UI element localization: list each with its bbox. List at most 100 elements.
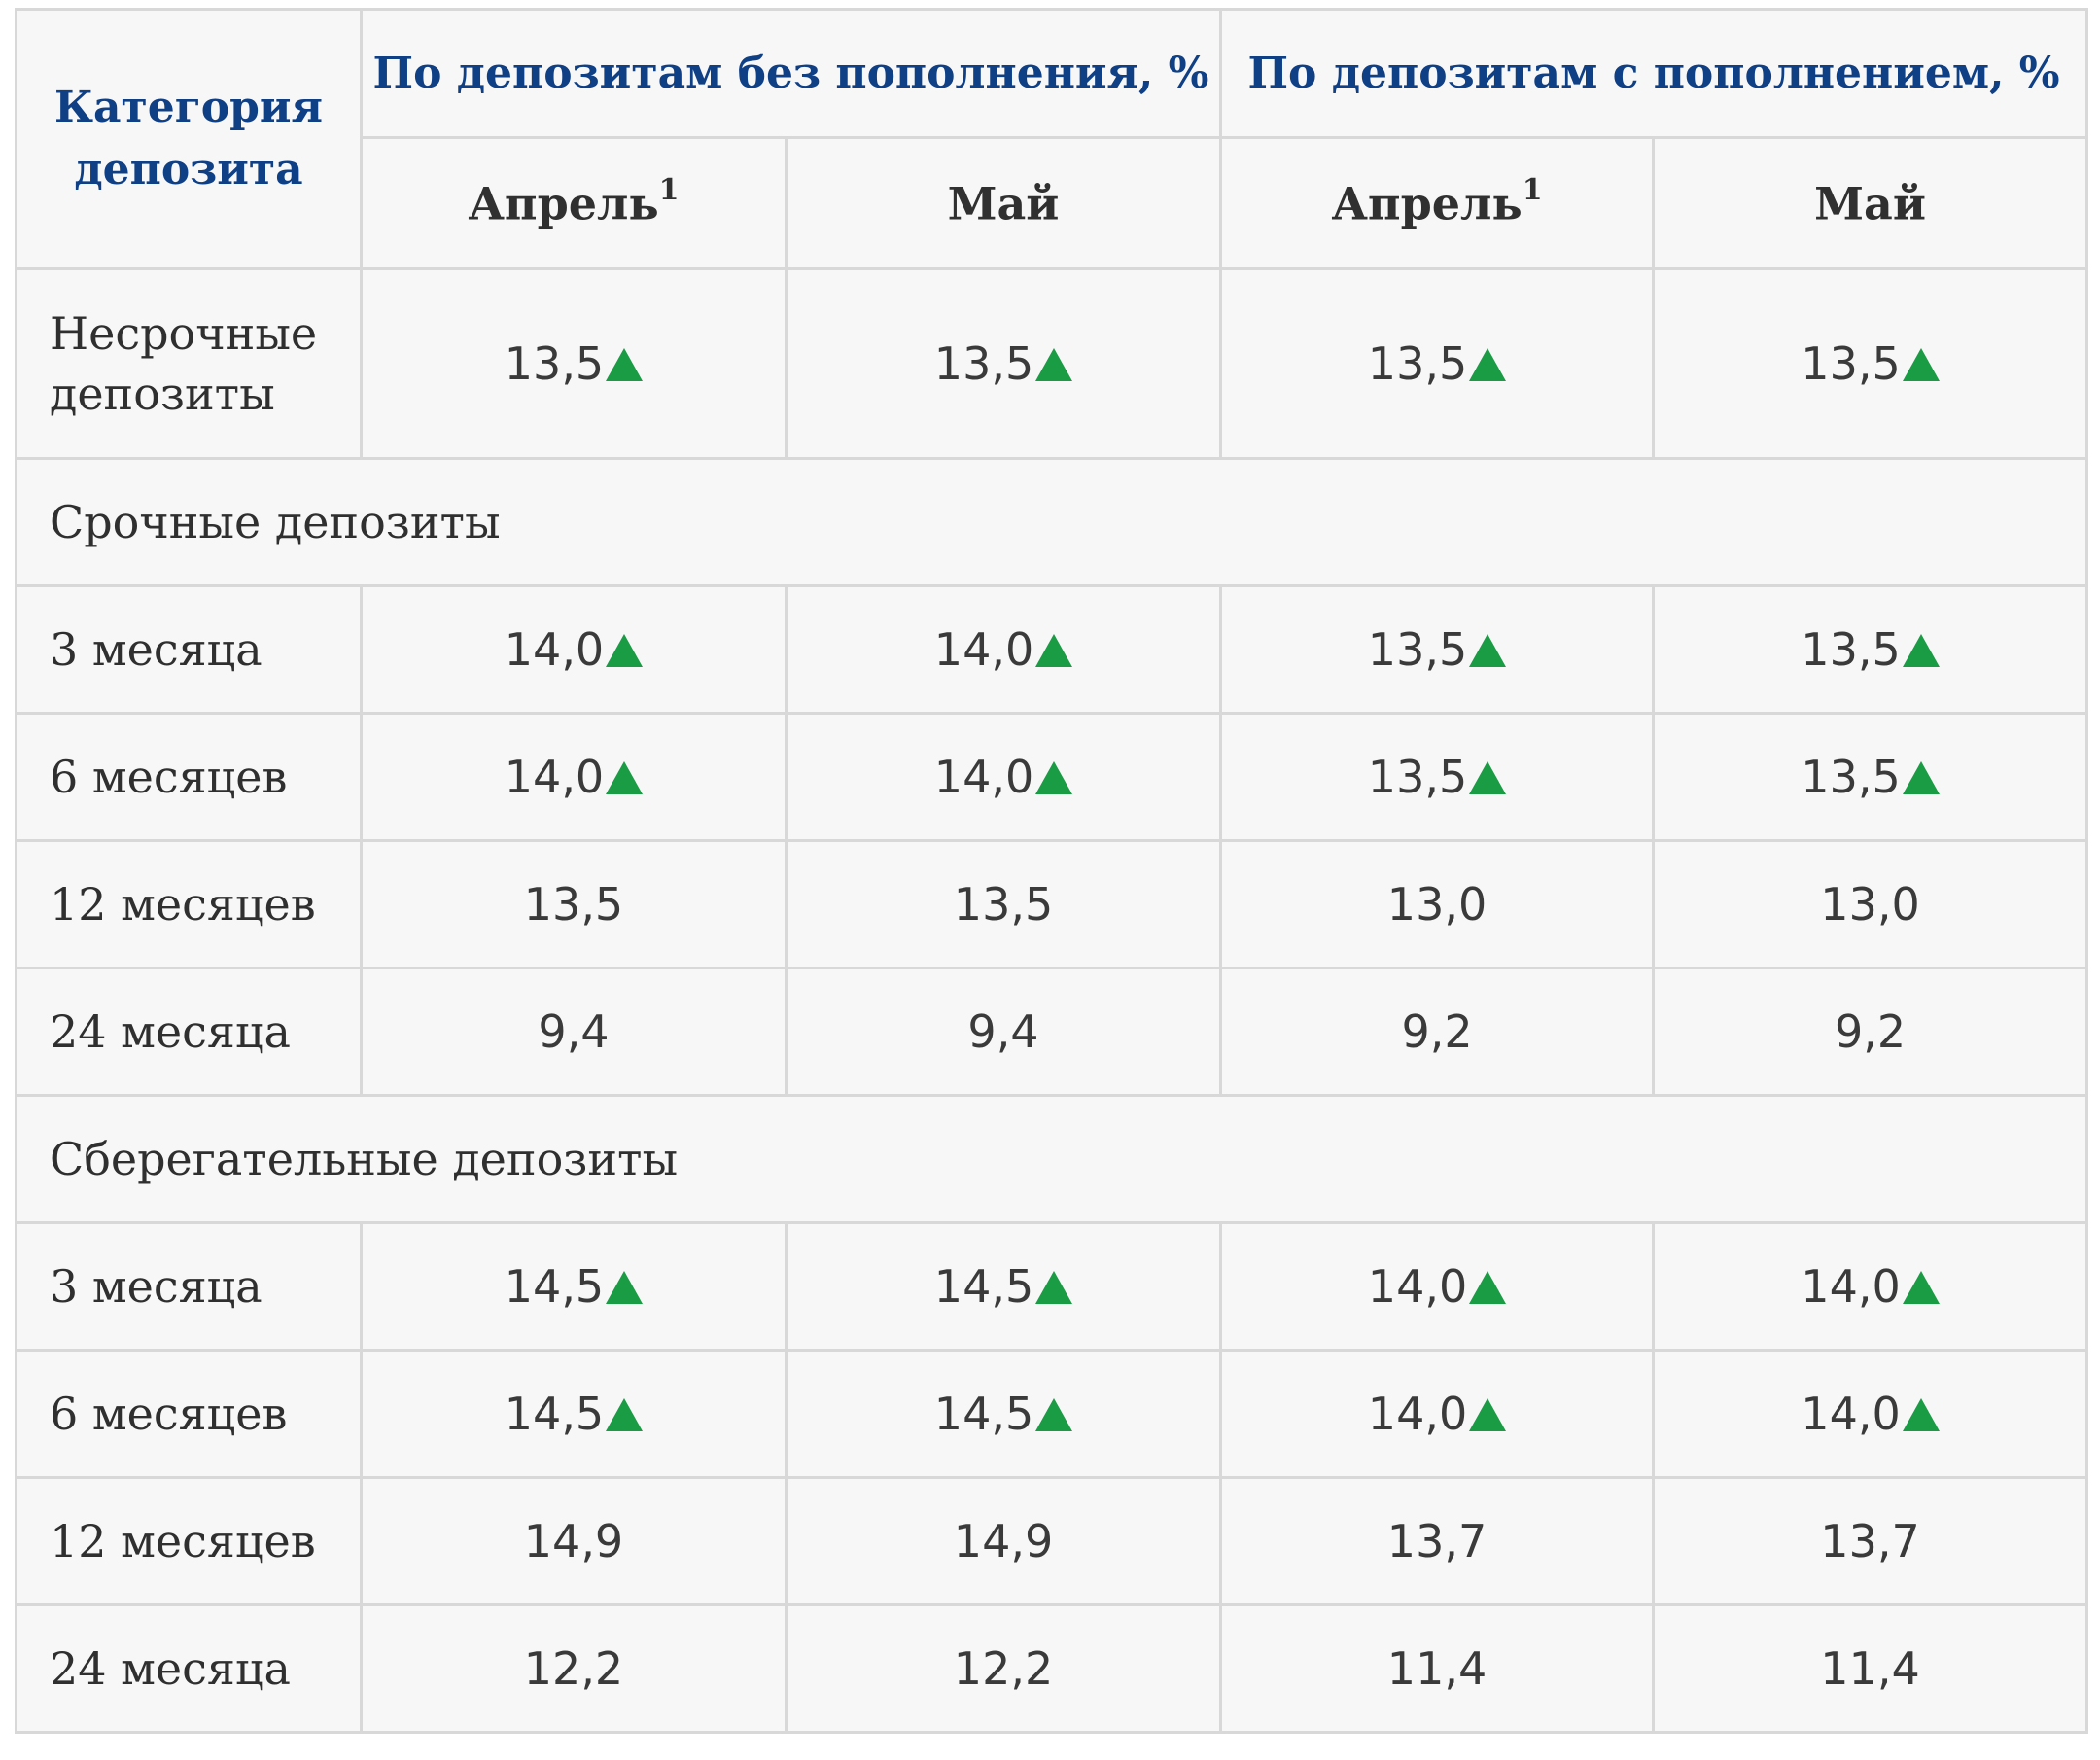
- rate-value: 14,0: [933, 751, 1034, 803]
- green-triangle-up-icon: [606, 761, 644, 794]
- green-triangle-up-icon: [1035, 634, 1073, 667]
- green-triangle-up-icon: [606, 634, 644, 667]
- rate-cell: 9,4: [360, 967, 788, 1097]
- green-triangle-up-icon: [606, 1271, 644, 1304]
- rate-cell: 13,7: [1652, 1476, 2089, 1606]
- rate-value: 14,0: [1801, 1388, 1901, 1440]
- rate-cell: 14,0: [1219, 1349, 1656, 1479]
- rate-cell: 14,0: [360, 712, 788, 842]
- green-triangle-up-icon: [1902, 1398, 1940, 1431]
- row-label: 24 месяца: [15, 1603, 363, 1734]
- table-body: Несрочные депозиты 13,5 13,5 13,5 13,5 Срочны…: [14, 267, 2089, 1734]
- rate-cell: 13,0: [1652, 839, 2089, 969]
- rate-cell: 13,5: [1652, 712, 2089, 842]
- rate-value: 13,5: [1801, 337, 1901, 390]
- green-triangle-up-icon: [1902, 348, 1940, 381]
- rate-cell: 13,5: [784, 839, 1223, 969]
- green-triangle-up-icon: [1902, 634, 1940, 667]
- rate-value: 14,5: [933, 1388, 1034, 1440]
- rate-value: 13,5: [1367, 623, 1468, 676]
- row-label: 6 месяцев: [15, 1349, 363, 1479]
- row-label: 24 месяца: [15, 967, 363, 1097]
- month-label: Апрель: [468, 177, 659, 230]
- month-label: Апрель: [1331, 177, 1522, 230]
- group-header-with-topup: По депозитам с пополнением, %: [1219, 8, 2089, 139]
- rate-value: 12,2: [523, 1642, 624, 1695]
- rate-value: 14,0: [504, 623, 605, 676]
- rate-cell: 14,0: [1652, 1349, 2089, 1479]
- rate-value: 13,0: [1386, 878, 1488, 931]
- rate-value: 13,5: [1367, 751, 1468, 803]
- rate-cell: 9,2: [1219, 967, 1656, 1097]
- row-label: 12 месяцев: [15, 1476, 363, 1606]
- rate-value: 14,5: [504, 1388, 605, 1440]
- rate-cell: 11,4: [1652, 1603, 2089, 1734]
- rate-value: 13,7: [1820, 1515, 1920, 1567]
- table-row: 24 месяца 9,4 9,4 9,2 9,2: [15, 967, 2089, 1097]
- rate-cell: 12,2: [360, 1603, 788, 1734]
- section-row: Срочные депозиты: [14, 457, 2089, 587]
- green-triangle-up-icon: [1469, 634, 1507, 667]
- month-header: Май: [784, 136, 1223, 270]
- rate-cell: 13,5: [1219, 584, 1656, 715]
- green-triangle-up-icon: [1035, 761, 1073, 794]
- row-label: 6 месяцев: [15, 712, 363, 842]
- rate-cell: 9,2: [1652, 967, 2089, 1097]
- rate-value: 14,5: [504, 1260, 605, 1313]
- rate-value: 13,5: [523, 878, 624, 931]
- rate-value: 9,4: [538, 1005, 610, 1058]
- rate-cell: 14,5: [784, 1221, 1223, 1352]
- green-triangle-up-icon: [1469, 348, 1507, 381]
- rate-cell: 13,5: [1219, 712, 1656, 842]
- group-header-without-topup: По депозитам без пополнения, %: [359, 8, 1223, 139]
- rate-cell: 13,5: [1219, 267, 1656, 460]
- table-row: 12 месяцев 13,5 13,5 13,0 13,0: [15, 839, 2089, 969]
- deposit-rates-table: Категория депозита По депозитам без попо…: [14, 8, 2089, 1734]
- rate-value: 13,5: [1367, 337, 1468, 390]
- table-row: 6 месяцев 14,0 14,0 13,5 13,5: [15, 712, 2089, 842]
- rate-value: 13,5: [1801, 623, 1901, 676]
- rate-value: 13,5: [504, 337, 605, 390]
- green-triangle-up-icon: [1902, 761, 1940, 794]
- green-triangle-up-icon: [1035, 1271, 1073, 1304]
- rate-cell: 14,0: [784, 712, 1223, 842]
- rate-cell: 13,5: [1652, 584, 2089, 715]
- rate-value: 14,0: [1801, 1260, 1901, 1313]
- green-triangle-up-icon: [1902, 1271, 1940, 1304]
- rate-cell: 12,2: [784, 1603, 1223, 1734]
- month-header: Май: [1652, 136, 2089, 270]
- rate-value: 14,0: [504, 751, 605, 803]
- table-row: 3 месяца 14,5 14,5 14,0 14,0: [15, 1221, 2089, 1352]
- rate-cell: 13,7: [1219, 1476, 1656, 1606]
- rate-value: 13,5: [933, 337, 1034, 390]
- month-header: Апрель1: [1219, 136, 1656, 270]
- rate-value: 13,5: [953, 878, 1054, 931]
- rate-value: 14,0: [933, 623, 1034, 676]
- rate-cell: 9,4: [784, 967, 1223, 1097]
- footnote-mark: 1: [658, 172, 680, 207]
- rate-cell: 14,5: [784, 1349, 1223, 1479]
- section-title: Сберегательные депозиты: [14, 1094, 2089, 1224]
- section-title: Срочные депозиты: [14, 457, 2089, 587]
- rate-value: 11,4: [1820, 1642, 1920, 1695]
- section-row: Сберегательные депозиты: [14, 1094, 2089, 1224]
- rate-value: 9,4: [967, 1005, 1039, 1058]
- rate-cell: 13,5: [360, 839, 788, 969]
- rate-value: 13,7: [1386, 1515, 1488, 1567]
- rate-cell: 13,5: [784, 267, 1223, 460]
- rate-value: 9,2: [1401, 1005, 1473, 1058]
- rate-cell: 14,9: [360, 1476, 788, 1606]
- green-triangle-up-icon: [1469, 1398, 1507, 1431]
- rate-cell: 14,0: [360, 584, 788, 715]
- month-header: Апрель1: [360, 136, 788, 270]
- rate-value: 11,4: [1386, 1642, 1488, 1695]
- row-label: 3 месяца: [15, 584, 363, 715]
- footnote-mark: 1: [1522, 172, 1543, 207]
- rate-cell: 14,9: [784, 1476, 1223, 1606]
- rate-cell: 14,5: [360, 1221, 788, 1352]
- table-row: 24 месяца 12,2 12,2 11,4 11,4: [15, 1603, 2089, 1734]
- rate-value: 13,0: [1820, 878, 1920, 931]
- month-label: Май: [947, 177, 1060, 230]
- rate-value: 14,5: [933, 1260, 1034, 1313]
- row-label: 12 месяцев: [15, 839, 363, 969]
